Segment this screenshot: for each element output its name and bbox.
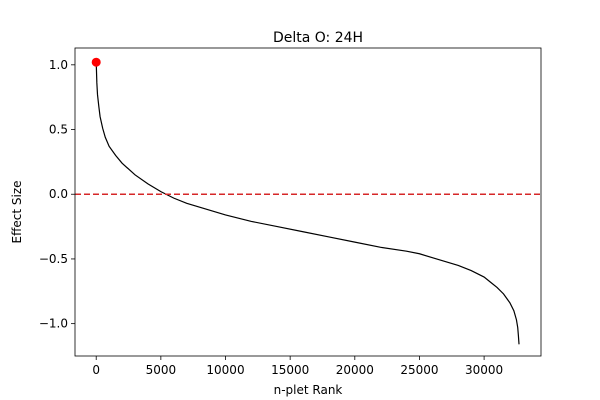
x-axis-label: n-plet Rank — [274, 383, 343, 397]
x-tick-label: 30000 — [465, 363, 503, 377]
plot-area: 0 5000 10000 15000 20000 25000 30000 1.0 0.5 0.0 −… — [39, 47, 542, 377]
chart-title: Delta O: 24H — [273, 30, 363, 46]
x-tick-label: 10000 — [206, 363, 244, 377]
x-tick-label: 5000 — [146, 363, 177, 377]
x-tick-label: 20000 — [336, 363, 374, 377]
y-tick-label: 0.0 — [49, 187, 68, 201]
y-tick-label: −1.0 — [39, 317, 68, 331]
x-tick-label: 15000 — [271, 363, 309, 377]
y-tick-label: 1.0 — [49, 58, 68, 72]
effect-size-curve — [95, 62, 520, 345]
y-tick-label: −0.5 — [39, 252, 68, 266]
y-axis-label: Effect Size — [10, 181, 24, 244]
y-tick-label: 0.5 — [49, 123, 68, 137]
x-tick-label: 0 — [92, 363, 100, 377]
axes-frame — [74, 47, 542, 357]
highlight-point — [91, 57, 101, 67]
x-tick-label: 25000 — [400, 363, 438, 377]
